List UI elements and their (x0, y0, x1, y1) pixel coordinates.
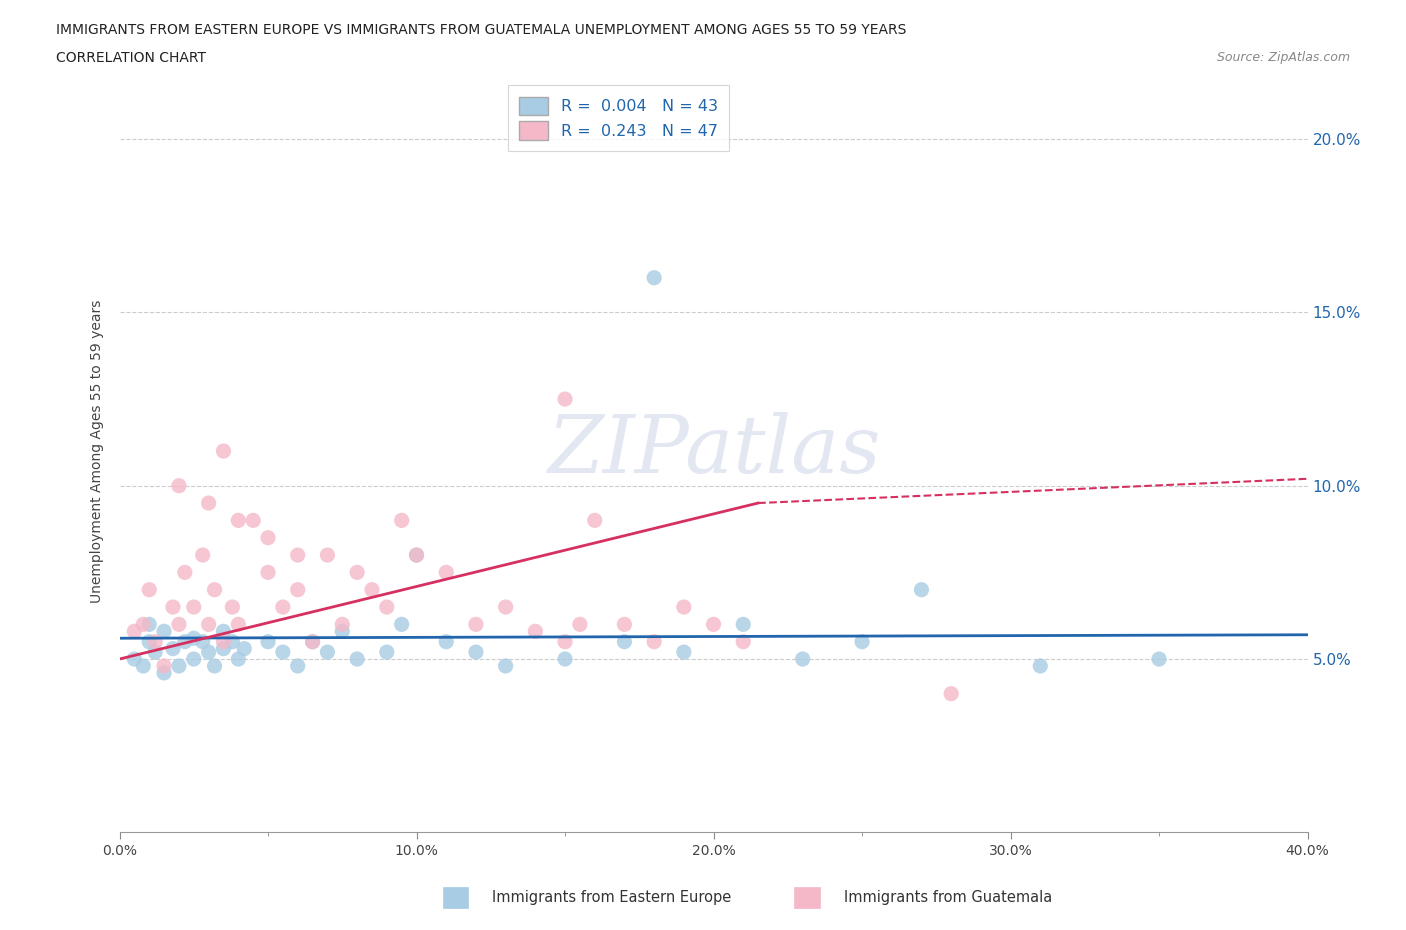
Point (228, 617, 250, 631)
Point (287, 548, 309, 563)
Point (221, 634, 243, 649)
Point (153, 666, 176, 681)
Point (233, 641, 256, 656)
Point (183, 600, 205, 615)
Point (228, 652, 250, 667)
Point (287, 582, 309, 597)
Point (375, 600, 398, 615)
Point (301, 634, 323, 649)
Point (153, 658, 176, 673)
Point (143, 634, 166, 649)
Point (672, 644, 695, 659)
Point (212, 624, 235, 639)
Point (495, 658, 517, 673)
Point (204, 658, 226, 673)
Point (153, 624, 176, 639)
Y-axis label: Unemployment Among Ages 55 to 59 years: Unemployment Among Ages 55 to 59 years (90, 299, 104, 603)
Point (271, 644, 294, 659)
Point (138, 582, 160, 597)
Point (167, 658, 190, 673)
Point (162, 600, 184, 615)
Point (197, 644, 219, 659)
Point (212, 634, 235, 649)
Point (391, 617, 413, 631)
Point (391, 513, 413, 528)
Point (330, 624, 353, 639)
Point (524, 624, 547, 639)
Point (228, 513, 250, 528)
Point (124, 624, 146, 639)
Point (143, 644, 166, 659)
Point (132, 617, 155, 631)
Point (405, 548, 427, 563)
Point (613, 634, 636, 649)
Point (301, 634, 323, 649)
Point (316, 548, 339, 563)
Point (910, 582, 932, 597)
Point (375, 644, 398, 659)
Point (464, 644, 486, 659)
Point (167, 478, 190, 493)
Point (643, 271, 665, 286)
Point (733, 634, 755, 649)
Point (554, 652, 576, 667)
Point (287, 658, 309, 673)
Point (173, 565, 195, 579)
Point (464, 617, 486, 631)
Point (204, 582, 226, 597)
Point (221, 600, 243, 615)
Point (330, 617, 353, 631)
Point (346, 565, 368, 579)
Point (183, 631, 205, 645)
Point (167, 617, 190, 631)
Point (851, 634, 873, 649)
Point (346, 652, 368, 667)
Point (183, 652, 205, 667)
Point (583, 513, 606, 528)
Text: Immigrants from Guatemala: Immigrants from Guatemala (844, 890, 1052, 905)
Point (191, 634, 214, 649)
Point (173, 634, 195, 649)
Point (554, 392, 576, 406)
Point (191, 548, 214, 563)
Point (257, 634, 280, 649)
Point (197, 617, 219, 631)
Point (733, 617, 755, 631)
Point (792, 652, 814, 667)
Point (1029, 658, 1052, 673)
Point (257, 565, 280, 579)
Point (1147, 652, 1170, 667)
Point (643, 634, 665, 649)
Legend: R =  0.004   N = 43, R =  0.243   N = 47: R = 0.004 N = 43, R = 0.243 N = 47 (508, 86, 728, 151)
Text: ZIPatlas: ZIPatlas (547, 412, 880, 490)
Point (554, 634, 576, 649)
Text: Source: ZipAtlas.com: Source: ZipAtlas.com (1216, 51, 1350, 64)
Point (434, 565, 457, 579)
Point (212, 444, 235, 458)
Point (271, 600, 294, 615)
Point (132, 658, 155, 673)
Point (405, 548, 427, 563)
Text: IMMIGRANTS FROM EASTERN EUROPE VS IMMIGRANTS FROM GUATEMALA UNEMPLOYMENT AMONG A: IMMIGRANTS FROM EASTERN EUROPE VS IMMIGR… (56, 23, 907, 37)
Point (613, 617, 636, 631)
Point (124, 652, 146, 667)
Point (702, 617, 725, 631)
Point (568, 617, 591, 631)
Point (242, 513, 264, 528)
Point (257, 530, 280, 545)
Point (138, 617, 160, 631)
Point (434, 634, 457, 649)
Point (495, 600, 517, 615)
Point (361, 582, 384, 597)
Point (197, 496, 219, 511)
Point (138, 634, 160, 649)
Text: Immigrants from Eastern Europe: Immigrants from Eastern Europe (492, 890, 731, 905)
Point (212, 641, 235, 656)
Point (939, 686, 962, 701)
Point (316, 644, 339, 659)
Point (672, 600, 695, 615)
Text: CORRELATION CHART: CORRELATION CHART (56, 51, 207, 65)
Point (162, 641, 184, 656)
